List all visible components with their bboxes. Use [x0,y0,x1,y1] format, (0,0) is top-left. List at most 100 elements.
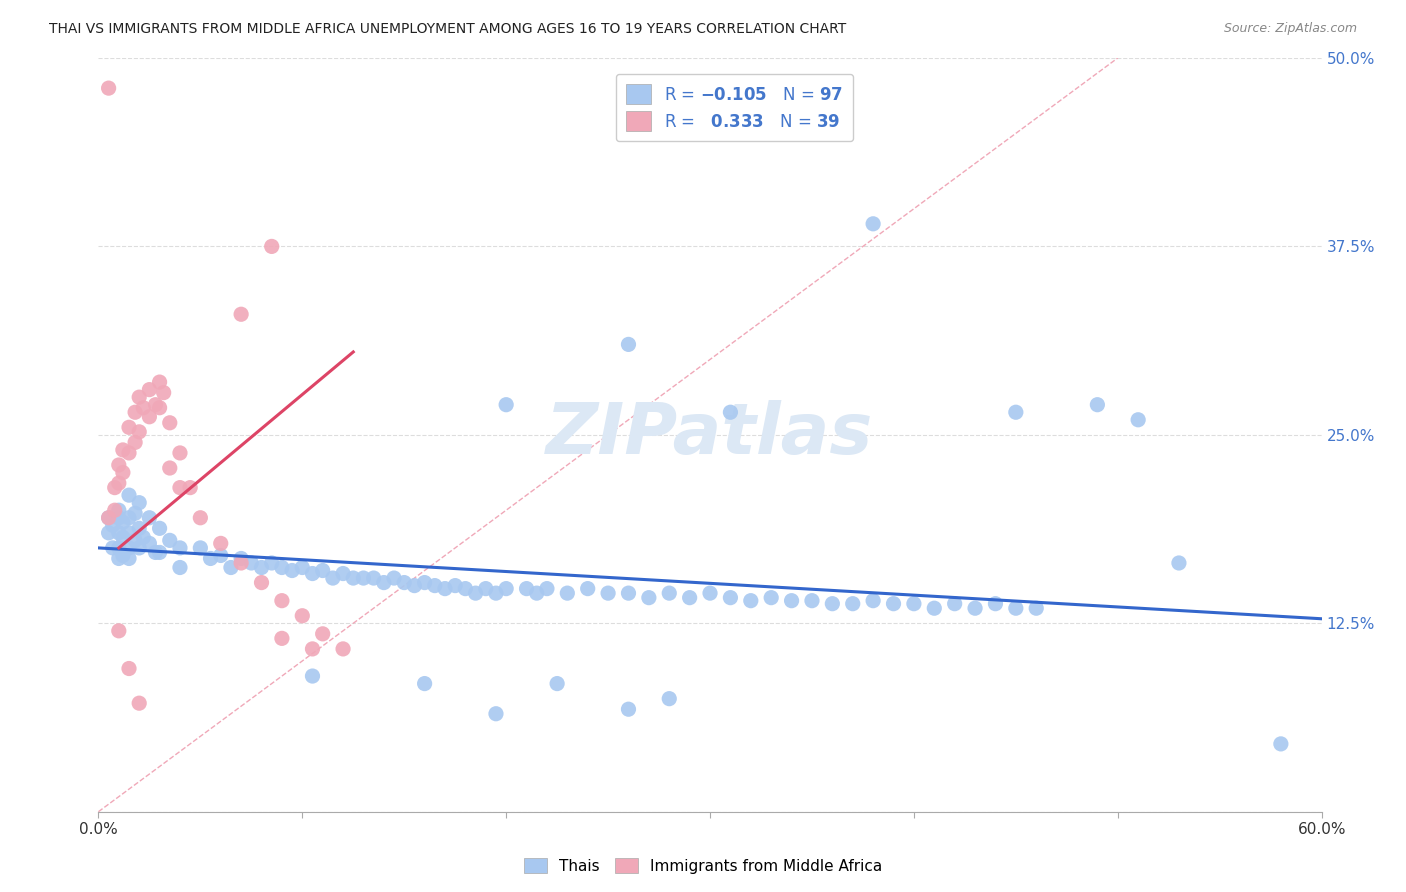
Point [404,579,426,593]
Point [536,582,558,596]
Point [149,375,172,389]
Point [118,510,141,524]
Legend: R = $\bf{-0.105}$   N = $\bf{97}$, R = $\bf{\ \ 0.333}$   N = $\bf{39}$: R = $\bf{-0.105}$ N = $\bf{97}$, R = $\b… [616,74,853,141]
Point [149,545,172,559]
Point [97,510,120,524]
Point [118,541,141,555]
Point [555,586,579,600]
Point [342,571,364,585]
Point [111,530,134,544]
Point [138,536,160,550]
Point [124,405,146,419]
Point [260,239,283,253]
Point [464,586,486,600]
Point [485,586,508,600]
Point [111,466,134,480]
Point [169,541,191,555]
Point [169,446,191,460]
Point [209,536,232,550]
Point [145,545,167,559]
Point [159,461,181,475]
Point [474,582,498,596]
Point [97,510,120,524]
Point [413,676,436,690]
Point [1004,601,1026,615]
Point [108,541,131,555]
Point [118,420,141,434]
Point [188,541,212,555]
Point [159,533,181,548]
Point [943,597,966,611]
Point [718,405,742,419]
Point [332,641,354,656]
Point [821,597,844,611]
Point [699,586,721,600]
Point [152,385,174,400]
Point [301,669,323,683]
Point [413,575,436,590]
Point [434,582,457,596]
Point [118,488,141,502]
Point [124,506,146,520]
Point [108,525,131,540]
Point [118,446,141,460]
Point [352,571,374,585]
Point [444,579,467,593]
Point [118,551,141,566]
Point [179,481,201,495]
Point [740,593,762,607]
Point [495,398,517,412]
Point [128,521,150,535]
Text: THAI VS IMMIGRANTS FROM MIDDLE AFRICA UNEMPLOYMENT AMONG AGES 16 TO 19 YEARS COR: THAI VS IMMIGRANTS FROM MIDDLE AFRICA UN… [49,22,846,37]
Point [132,530,155,544]
Point [382,571,405,585]
Point [101,518,124,533]
Point [108,551,131,566]
Point [231,551,253,566]
Point [169,560,191,574]
Point [188,510,212,524]
Text: ZIPatlas: ZIPatlas [547,401,873,469]
Point [965,601,987,615]
Point [922,601,945,615]
Point [260,556,283,570]
Point [637,591,661,605]
Point [617,586,640,600]
Point [392,575,416,590]
Point [598,586,620,600]
Point [984,597,1007,611]
Point [128,390,150,404]
Point [231,307,253,321]
Point [138,510,160,524]
Point [903,597,925,611]
Point [138,383,160,397]
Point [209,549,232,563]
Point [1270,737,1292,751]
Point [301,641,323,656]
Point [169,481,191,495]
Point [576,582,599,596]
Point [679,591,702,605]
Point [1128,413,1150,427]
Point [108,624,131,638]
Point [1004,405,1026,419]
Point [373,575,395,590]
Point [128,541,150,555]
Point [104,503,127,517]
Point [495,582,517,596]
Point [270,560,294,574]
Point [718,591,742,605]
Point [250,560,273,574]
Point [332,566,354,581]
Point [111,442,134,457]
Point [128,496,150,510]
Point [270,632,294,646]
Point [1025,601,1047,615]
Point [101,541,124,555]
Point [231,556,253,570]
Point [145,398,167,412]
Point [423,579,446,593]
Point [104,481,127,495]
Point [862,593,884,607]
Point [1085,398,1108,412]
